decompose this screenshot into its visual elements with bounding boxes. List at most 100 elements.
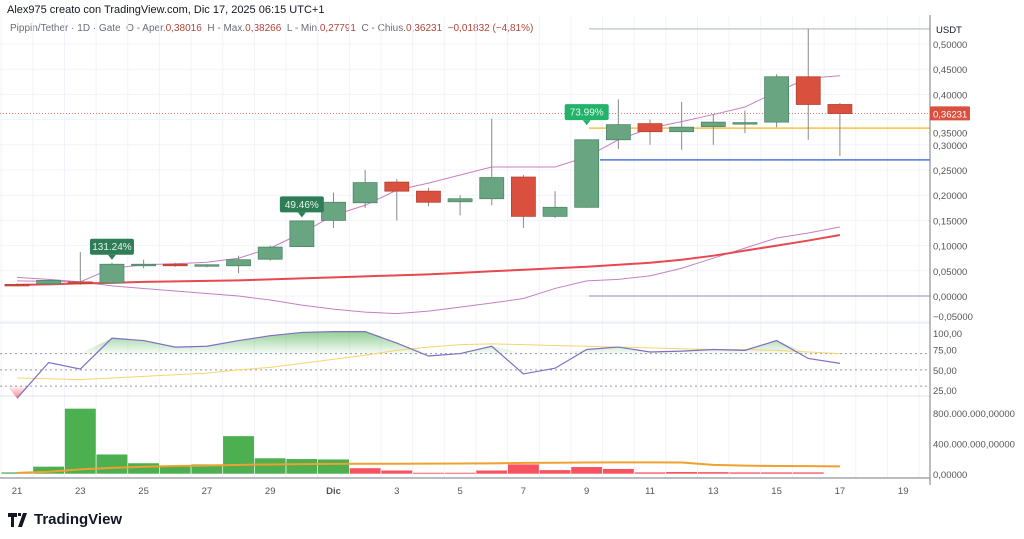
price-tick-label: 0,10000	[933, 242, 967, 253]
moving-average-line	[16, 234, 841, 286]
volume-bar	[792, 471, 825, 475]
close-label: C - Chius.	[361, 23, 406, 34]
candle-body	[352, 182, 378, 204]
price-tick-label: 0,50000	[933, 40, 967, 51]
annotation-badge	[89, 238, 134, 255]
price-tick-label: 0,40000	[933, 90, 967, 101]
candle-body	[416, 190, 441, 203]
candle-body	[795, 76, 821, 105]
open-label: O - Aper.	[126, 23, 166, 34]
candle-body	[67, 281, 93, 284]
candle-body	[131, 263, 157, 267]
change-value: −0,01832 (−4,81%)	[447, 23, 534, 34]
candle-body	[574, 139, 600, 208]
volume-bar	[633, 471, 667, 475]
volume-bar	[823, 473, 856, 475]
candle-body	[384, 181, 410, 192]
tradingview-logo-icon	[8, 512, 27, 527]
candle-body	[605, 124, 631, 141]
volume-bar	[412, 472, 445, 475]
rsi-tick-label: 25,00	[933, 386, 957, 397]
annotation-badge	[279, 196, 324, 213]
volume-ma-line	[16, 461, 840, 474]
price-tick-label: 0,00000	[933, 292, 967, 303]
volume-bar	[665, 471, 698, 475]
candle-body	[700, 121, 726, 128]
price-tick-label: 0,35000	[933, 129, 967, 140]
time-tick-label: 17	[835, 486, 846, 497]
time-tick-label: 15	[771, 486, 782, 497]
candle-body	[226, 259, 251, 267]
volume-bar	[475, 469, 508, 475]
price-tick-label: 0,05000	[933, 267, 967, 278]
annotation-label: 131.24%	[92, 242, 132, 253]
time-tick-label: 5	[457, 486, 462, 497]
time-tick-label: 19	[898, 486, 909, 497]
volume-bar	[254, 457, 287, 475]
symbol-label: Pippin/Tether · 1D · Gate	[10, 23, 121, 34]
rsi-line	[16, 331, 840, 399]
time-tick-label: 13	[708, 486, 719, 497]
time-tick-label: 27	[202, 486, 213, 497]
volume-bar	[697, 471, 730, 475]
tradingview-logo-text: TradingView	[34, 511, 123, 528]
candle-body	[194, 264, 220, 267]
current-price-label: 0,36231	[933, 109, 967, 120]
open-value: 0,38016	[165, 23, 202, 34]
annotation-badge	[564, 104, 609, 121]
volume-bar	[443, 472, 477, 475]
volume-bar	[538, 469, 572, 475]
band-lower-line	[16, 226, 840, 315]
volume-bar	[728, 471, 762, 475]
volume-bar	[760, 471, 793, 475]
volume-bar	[127, 462, 160, 475]
price-tick-label: 0,20000	[933, 191, 967, 202]
volume-bar	[507, 463, 540, 475]
time-tick-label: 7	[521, 486, 526, 497]
time-tick-label: 25	[138, 486, 149, 497]
low-value: 0,27791	[319, 23, 356, 34]
candle-body	[447, 198, 473, 203]
volume-tick-label: 400.000.000,00000	[933, 439, 1015, 450]
price-tick-label: 0,15000	[933, 216, 967, 227]
high-label: H - Max.	[207, 23, 246, 34]
volume-bar	[570, 466, 603, 475]
volume-bar	[222, 435, 255, 475]
candle-body	[4, 284, 30, 287]
price-tick-label: 0,45000	[933, 65, 967, 76]
close-value: 0,36231	[406, 23, 443, 34]
ohlc-legend: Pippin/Tether · 1D · Gate O - Aper.0,380…	[10, 23, 533, 34]
annotation-pointer	[297, 212, 306, 218]
annotation-label: 73.99%	[570, 108, 604, 119]
rsi-tick-label: 75,00	[933, 346, 957, 357]
time-tick-label: 21	[12, 486, 23, 497]
volume-bar	[380, 469, 413, 475]
price-tick-label: −0,05000	[933, 312, 973, 323]
rsi-overbought-fill	[17, 331, 840, 354]
annotation-pointer	[582, 120, 591, 126]
price-tick-label: 0,25000	[933, 166, 967, 177]
candle-body	[479, 177, 505, 200]
time-tick-label: 3	[394, 486, 399, 497]
candle-body	[321, 201, 346, 221]
volume-bar	[285, 458, 318, 475]
volume-bar	[64, 408, 97, 475]
annotation-pointer	[107, 254, 116, 260]
candle-body	[257, 246, 283, 260]
rsi-tick-label: 50,00	[933, 366, 957, 377]
chart-credit: Alex975 creato con TradingView.com, Dic …	[7, 4, 325, 16]
time-tick-label: 23	[75, 486, 86, 497]
rsi-oversold-fill	[7, 386, 29, 399]
candle-body	[764, 76, 789, 123]
candle-body	[162, 263, 188, 267]
candle-body	[99, 263, 125, 284]
current-price-badge	[930, 106, 970, 121]
candle-body	[36, 279, 62, 285]
currency-label: USDT	[936, 25, 962, 36]
time-tick-label: Dic	[326, 486, 341, 497]
rsi-ma-line	[16, 343, 840, 381]
rsi-tick-label: 100,00	[933, 329, 962, 340]
time-tick-label: 9	[584, 486, 589, 497]
volume-bar	[317, 458, 350, 475]
